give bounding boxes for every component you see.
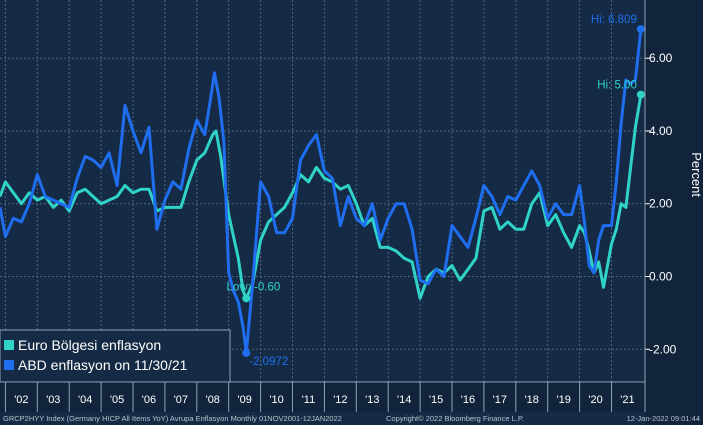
trough-label: Low: -0.60 xyxy=(227,281,281,293)
x-tick-label: '12 xyxy=(333,394,347,406)
y-tick-label: 2.00 xyxy=(649,197,673,211)
trough-marker xyxy=(242,294,251,303)
peak-marker xyxy=(636,90,645,99)
x-tick-label: '14 xyxy=(397,394,411,406)
legend-label: ABD enflasyon on 11/30/21 xyxy=(18,357,188,373)
x-tick-label: '07 xyxy=(174,394,188,406)
series-line-euro xyxy=(0,94,643,300)
y-tick-label: 0.00 xyxy=(649,269,673,283)
x-tick-label: '19 xyxy=(556,394,570,406)
annotations: Hi: 5.00 Low: -0.60 Hi: 6.809 -2.0972 xyxy=(227,14,645,368)
x-tick-label: '08 xyxy=(206,394,220,406)
y-axis-panel xyxy=(645,0,703,425)
x-tick-label: '20 xyxy=(588,394,602,406)
legend-swatch xyxy=(4,340,14,350)
y-tick-label: 6.00 xyxy=(649,51,673,65)
x-tick-label: '15 xyxy=(429,394,443,406)
x-tick-label: '04 xyxy=(78,394,92,406)
legend: Euro Bölgesi enflasyon ABD enflasyon on 1… xyxy=(0,329,231,383)
x-tick-label: '21 xyxy=(620,394,634,406)
legend-label: Euro Bölgesi enflasyon xyxy=(18,337,161,353)
x-tick-label: '10 xyxy=(269,394,283,406)
trough-marker xyxy=(242,348,251,357)
peak-marker xyxy=(636,25,645,34)
x-tick-label: '06 xyxy=(142,394,156,406)
x-tick-label: '11 xyxy=(302,394,316,406)
x-tick-label: '02 xyxy=(14,394,28,406)
series-layer xyxy=(0,28,643,355)
footer-source: GRCP2HYY Index (Germany HICP All Items Y… xyxy=(3,414,342,423)
series-line-us xyxy=(0,28,643,355)
y-axis: -2.00 0.00 2.00 4.00 6.00 Percent xyxy=(644,0,703,412)
peak-label: Hi: 6.809 xyxy=(591,14,637,26)
peak-label: Hi: 5.00 xyxy=(597,80,637,92)
x-tick-label: '18 xyxy=(525,394,539,406)
y-tick-label: -2.00 xyxy=(649,342,677,356)
y-tick-label: 4.00 xyxy=(649,124,673,138)
x-tick-label: '13 xyxy=(365,394,379,406)
trough-label: -2.0972 xyxy=(249,356,288,368)
legend-box xyxy=(0,329,231,383)
x-tick-label: '03 xyxy=(46,394,60,406)
y-axis-title: Percent xyxy=(689,152,703,197)
x-tick-label: '09 xyxy=(237,394,251,406)
x-tick-label: '16 xyxy=(461,394,475,406)
x-axis-panel xyxy=(0,382,645,412)
footer: GRCP2HYY Index (Germany HICP All Items Y… xyxy=(3,414,700,423)
x-tick-label: '17 xyxy=(493,394,507,406)
x-tick-label: '05 xyxy=(110,394,124,406)
footer-copyright: Copyright© 2022 Bloomberg Finance L.P. xyxy=(386,414,524,423)
footer-timestamp: 12-Jan-2022 09:01:44 xyxy=(627,414,700,423)
legend-swatch xyxy=(4,360,14,370)
